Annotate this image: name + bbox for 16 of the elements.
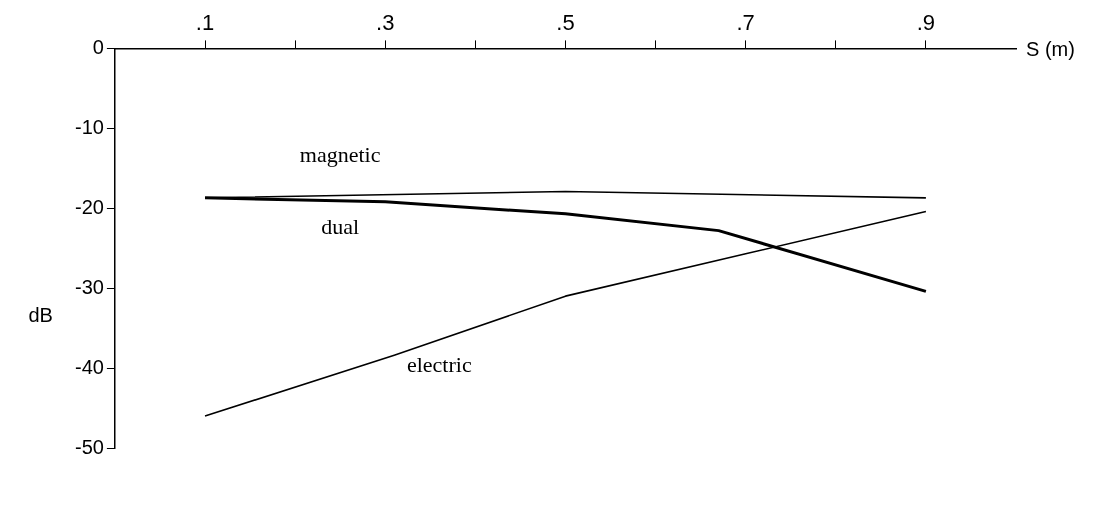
- y-tick-label: -40: [75, 355, 104, 378]
- y-tick-label: -10: [75, 115, 104, 138]
- y-tick-label: -30: [75, 275, 104, 298]
- x-axis-title: S (m): [1026, 37, 1075, 60]
- y-tick-label: 0: [92, 35, 104, 58]
- x-tick-label: .7: [736, 10, 755, 36]
- x-tick-label: .9: [916, 10, 936, 36]
- series-label: magnetic: [299, 142, 381, 168]
- y-axis-title: dB: [28, 303, 53, 326]
- x-tick-label: .3: [376, 10, 395, 36]
- x-tick-label: .1: [195, 10, 215, 36]
- y-tick-label: -50: [75, 435, 104, 458]
- x-tick-label: .5: [556, 10, 575, 36]
- y-tick-label: -20: [75, 195, 104, 218]
- series-label: dual: [321, 214, 360, 239]
- series-label: electric: [406, 352, 472, 378]
